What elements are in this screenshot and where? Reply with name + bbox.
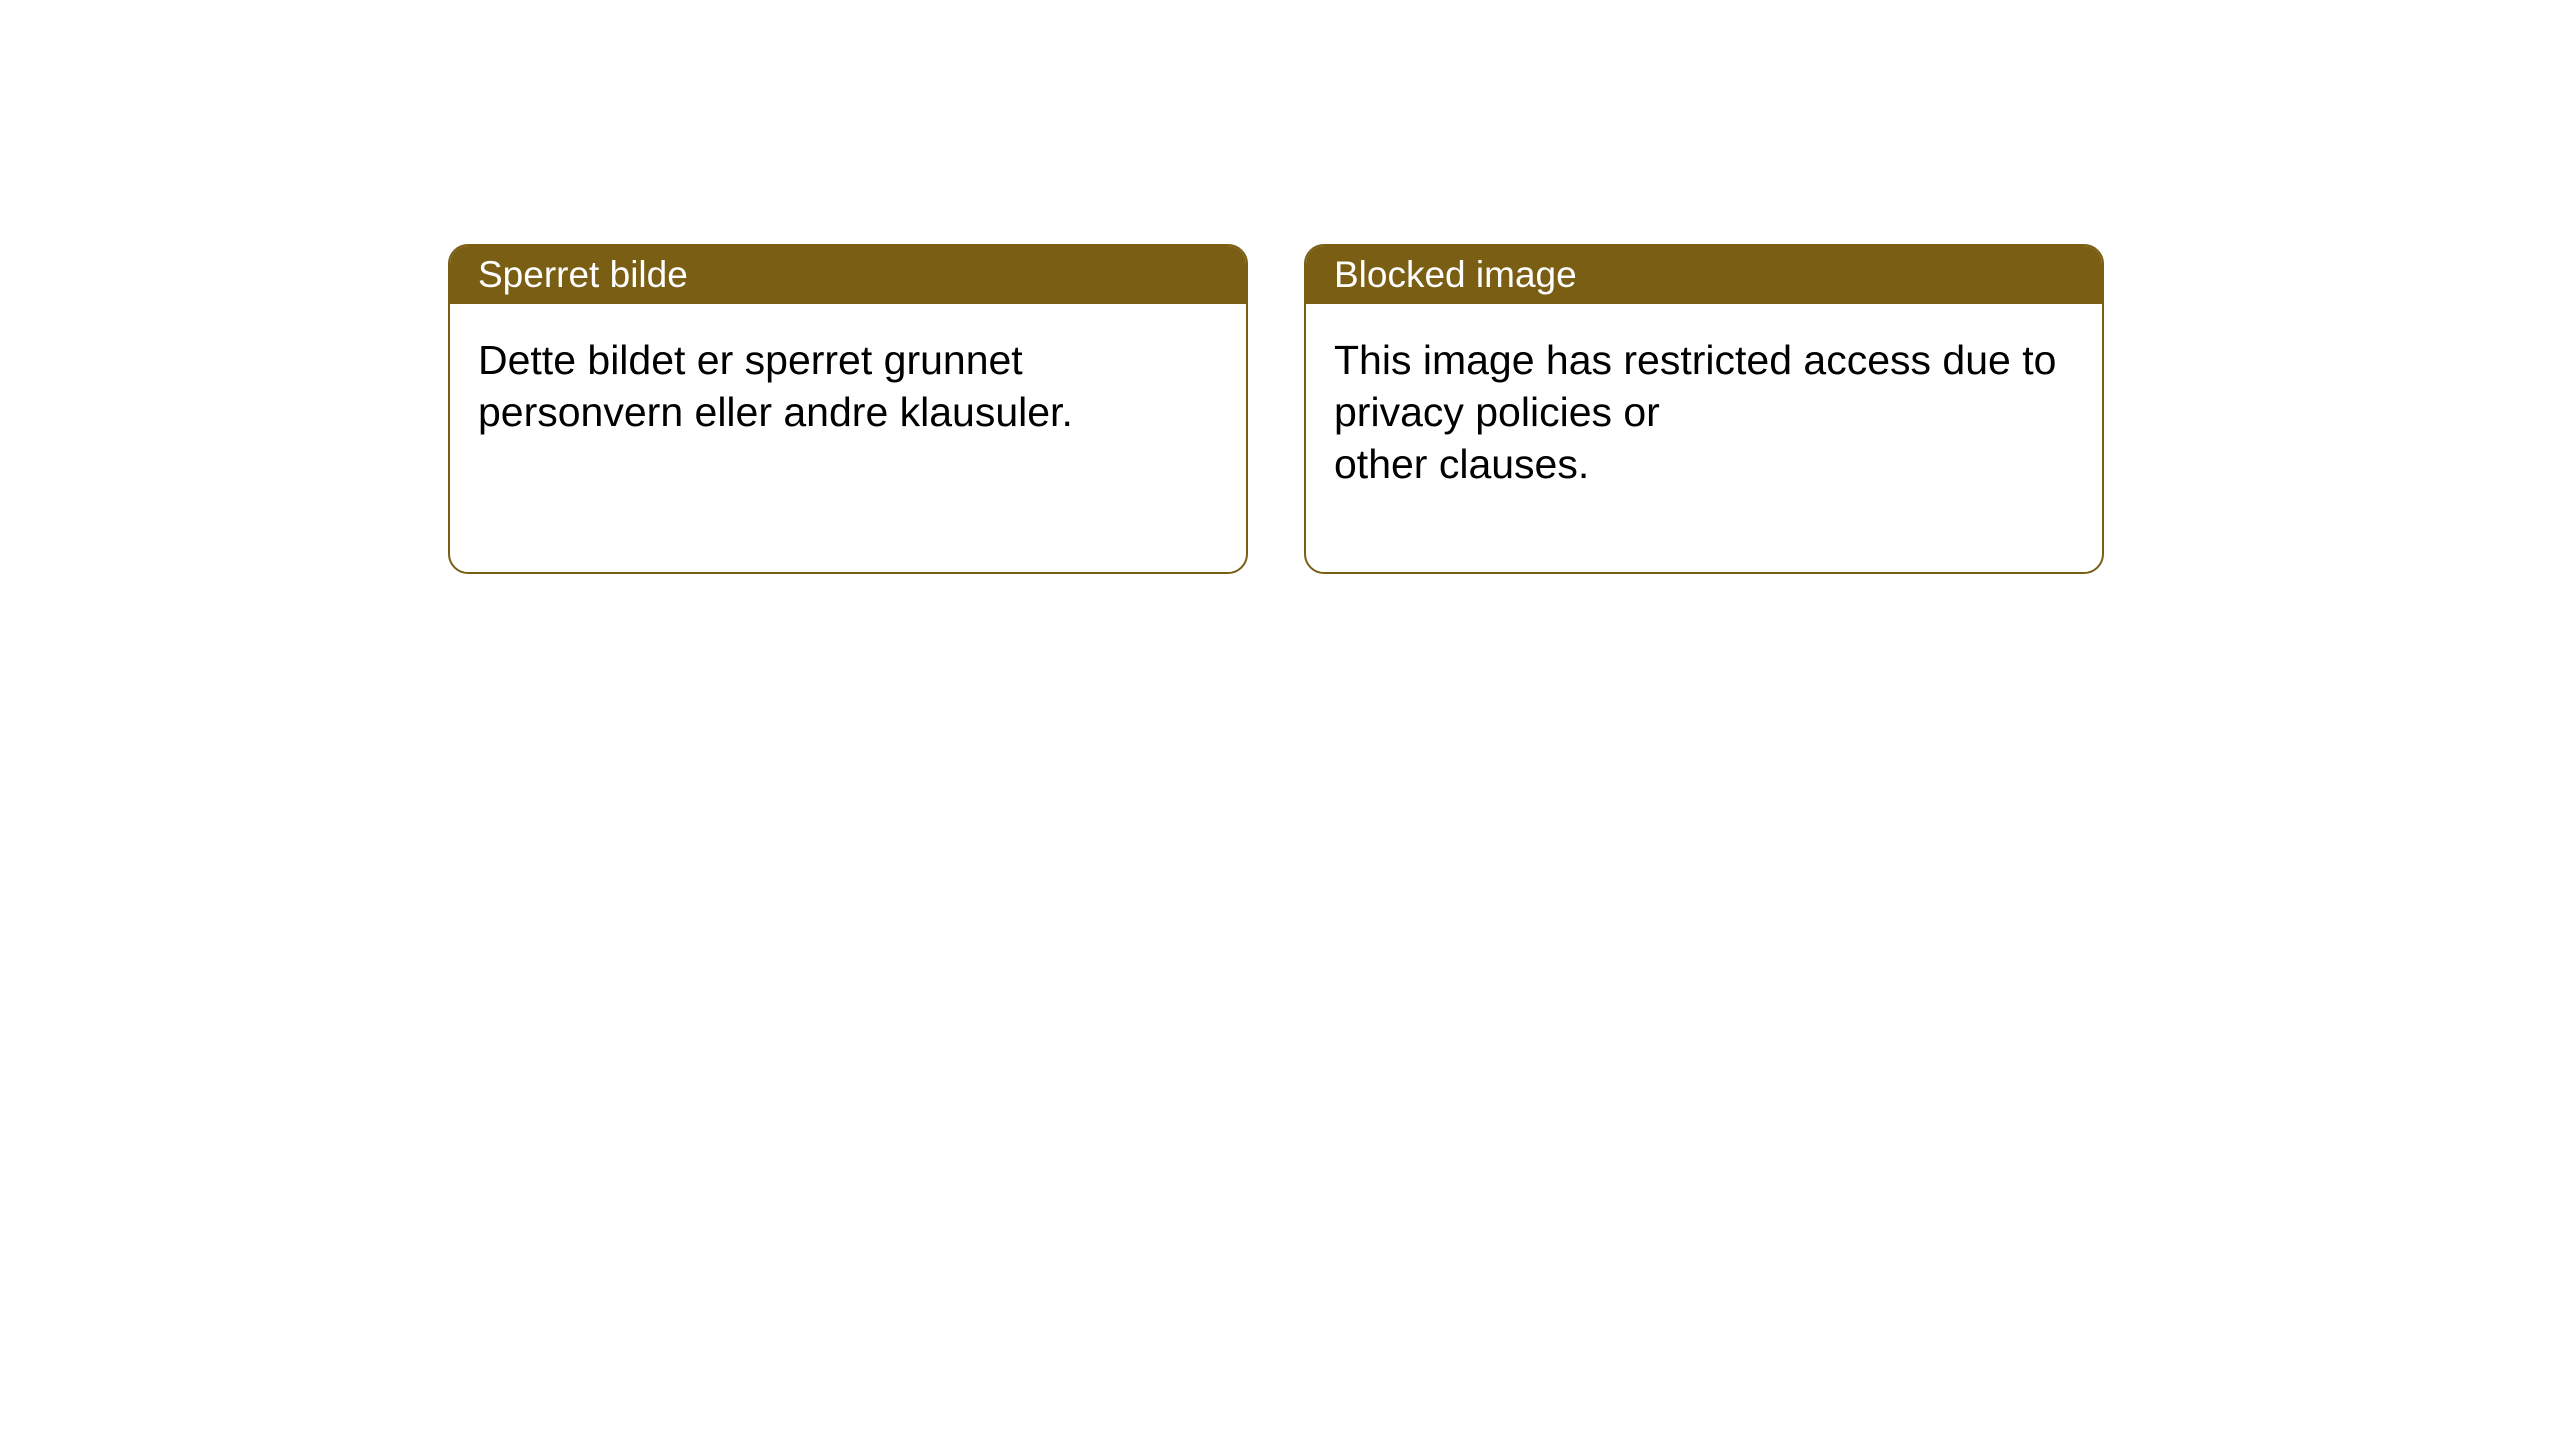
notice-cards-container: Sperret bilde Dette bildet er sperret gr… [448, 244, 2104, 574]
notice-body: This image has restricted access due to … [1306, 304, 2102, 520]
notice-header-title: Blocked image [1334, 254, 1577, 296]
notice-body-text: Dette bildet er sperret grunnet personve… [478, 334, 1218, 438]
notice-header-title: Sperret bilde [478, 254, 688, 296]
notice-body: Dette bildet er sperret grunnet personve… [450, 304, 1246, 468]
notice-header: Blocked image [1306, 246, 2102, 304]
notice-card-norwegian: Sperret bilde Dette bildet er sperret gr… [448, 244, 1248, 574]
notice-body-text: This image has restricted access due to … [1334, 334, 2074, 490]
notice-header: Sperret bilde [450, 246, 1246, 304]
notice-card-english: Blocked image This image has restricted … [1304, 244, 2104, 574]
